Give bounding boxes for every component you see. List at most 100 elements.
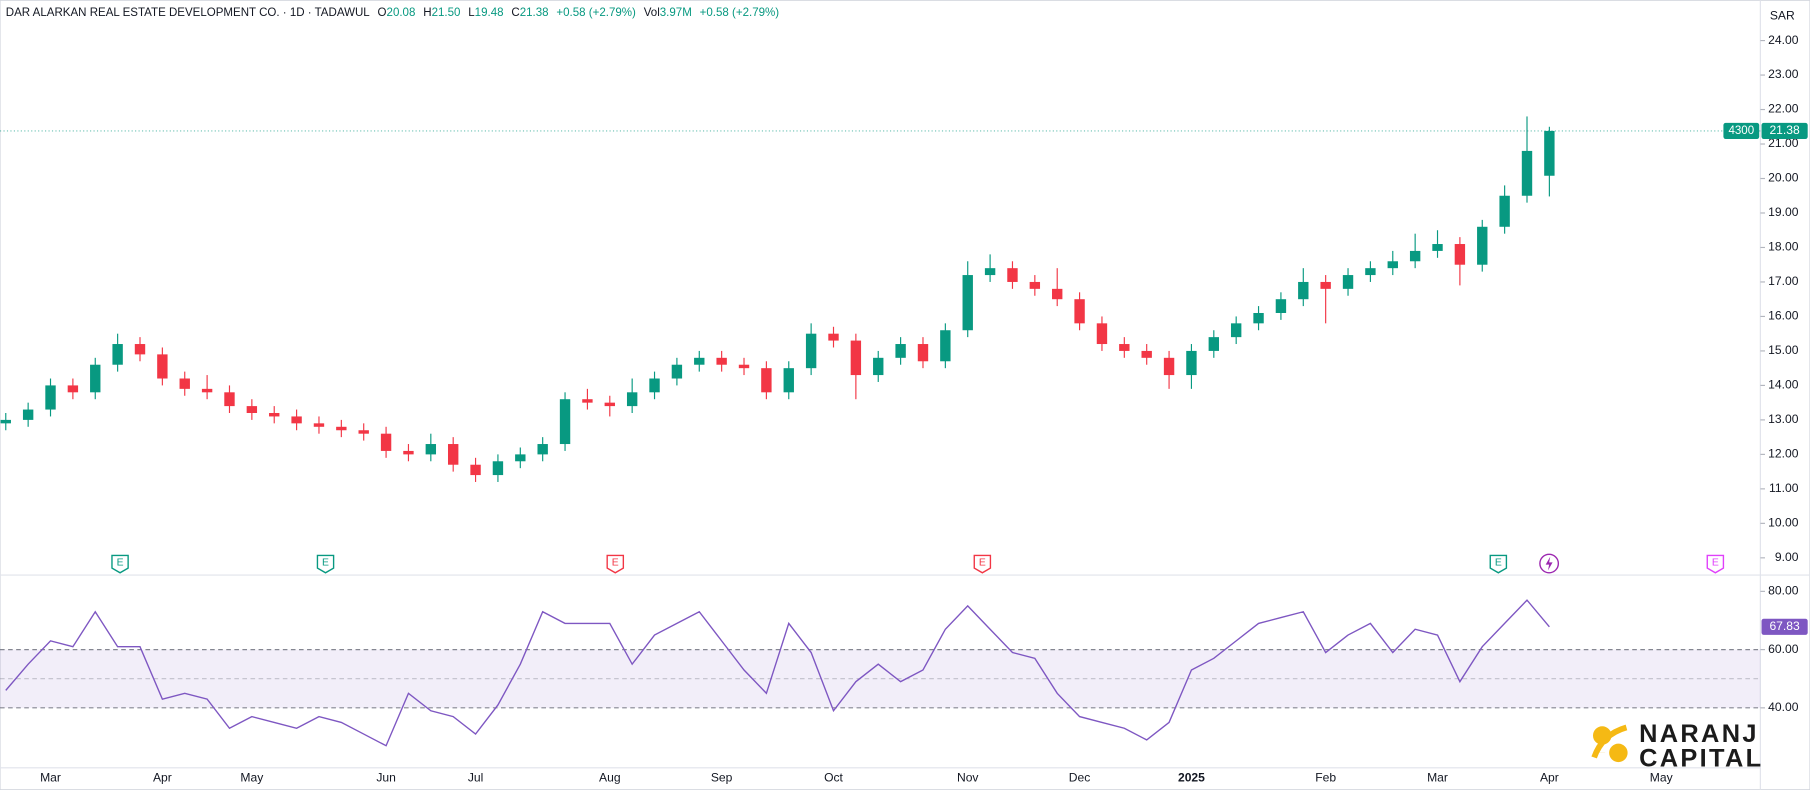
candle-body: [179, 378, 190, 389]
open-value: 20.08: [387, 7, 416, 19]
candle-body: [1074, 299, 1085, 324]
rsi-tag-label: 67.83: [1769, 619, 1800, 633]
price-tag: [1761, 122, 1808, 139]
candle-body: [671, 364, 683, 379]
candle-body: [1365, 268, 1376, 276]
candle-body: [1409, 250, 1421, 262]
candle-body: [1253, 312, 1264, 324]
event-label: E: [979, 558, 986, 569]
y-tick-label: 13.00: [1768, 412, 1799, 426]
event-badge: [1706, 554, 1725, 574]
x-tick-label: Jul: [468, 770, 483, 784]
chart-header: DAR ALARKAN REAL ESTATE DEVELOPMENT CO. …: [6, 7, 780, 19]
candle-body: [313, 423, 325, 427]
candle-body: [90, 364, 101, 393]
close-label: C: [511, 7, 519, 19]
y-tick-label: 9.00: [1775, 550, 1799, 564]
candle-body: [1119, 344, 1130, 351]
candle-body: [1454, 244, 1466, 265]
rsi-tag: [1761, 618, 1808, 635]
x-tick-label: Apr: [153, 770, 172, 784]
candle-body: [1521, 150, 1533, 196]
y-tick-label: 16.00: [1768, 309, 1799, 323]
x-tick-label: Oct: [824, 770, 843, 784]
brand-name: CAPITAL: [1639, 744, 1763, 772]
candle-body: [1007, 268, 1018, 282]
candle-body: [738, 364, 750, 369]
symbol-title: DAR ALARKAN REAL ESTATE DEVELOPMENT CO. …: [6, 7, 371, 19]
candle-body: [940, 330, 951, 362]
candle-body: [873, 357, 884, 376]
candle-body: [604, 402, 615, 407]
x-tick-label: Aug: [599, 770, 621, 784]
candle-body: [157, 354, 168, 379]
low-label: L: [468, 7, 475, 19]
price-tag-label: 21.38: [1769, 123, 1800, 137]
x-tick-label: Mar: [40, 770, 61, 784]
candle-body: [201, 388, 213, 393]
candle-body: [269, 412, 280, 417]
candle-body: [492, 461, 504, 476]
y-tick-label: 11.00: [1769, 481, 1799, 495]
y-tick-label: 19.00: [1768, 205, 1799, 219]
event-label: E: [1712, 558, 1719, 569]
candle-body: [67, 385, 79, 393]
candle-body: [1186, 350, 1197, 376]
volume-label: Vol: [644, 7, 660, 19]
candle-body: [694, 357, 705, 365]
candle-body: [1208, 337, 1220, 351]
candle-body: [224, 392, 235, 407]
close-value: 21.38: [520, 7, 549, 19]
candle-body: [1342, 275, 1354, 289]
candle-body: [559, 399, 571, 445]
candle-body: [962, 275, 973, 331]
rsi-band: [0, 649, 1761, 708]
candle-body: [828, 333, 839, 341]
x-tick-label: Mar: [1427, 770, 1448, 784]
high-label: H: [423, 7, 431, 19]
x-tick-label: Sep: [711, 770, 733, 784]
countdown-tag: [1723, 122, 1760, 139]
candle-body: [112, 344, 123, 365]
candle-body: [1320, 281, 1331, 289]
candle-body: [1477, 226, 1488, 265]
candle-body: [582, 399, 593, 403]
open-label: O: [378, 7, 387, 19]
x-tick-label: Jun: [376, 770, 396, 784]
event-label: E: [612, 558, 619, 569]
volume-value: 3.97M: [660, 7, 692, 19]
y-tick-label: 21.00: [1768, 136, 1799, 150]
candle-body: [425, 444, 437, 455]
y-tick-label: 24.00: [1768, 33, 1799, 47]
x-tick-label: Apr: [1540, 770, 1559, 784]
candle-body: [1387, 261, 1398, 269]
candle-body: [470, 464, 481, 476]
candle-body: [626, 392, 638, 407]
change: +0.58 (+2.79%): [556, 7, 636, 19]
candle-body: [0, 419, 11, 424]
candle-body: [246, 406, 258, 413]
candle-body: [134, 344, 146, 355]
candle-body: [1141, 350, 1152, 358]
y-tick-label: 18.00: [1768, 240, 1799, 254]
event-badge: [316, 554, 335, 574]
y-tick-label: 80.00: [1768, 584, 1799, 598]
y-tick-label: 60.00: [1768, 642, 1799, 656]
brand-name: NARANJ: [1639, 720, 1759, 748]
candle-body: [291, 416, 302, 424]
candle-body: [761, 368, 772, 393]
event-badge: [1489, 554, 1508, 574]
y-tick-label: 12.00: [1768, 447, 1799, 461]
candle-body: [984, 268, 996, 276]
y-tick-label: 15.00: [1768, 343, 1799, 357]
candle-body: [1544, 130, 1555, 176]
candle-body: [917, 344, 929, 362]
candle-body: [1499, 195, 1510, 227]
candle-body: [1230, 323, 1242, 338]
candle-body: [716, 357, 727, 365]
high-value: 21.50: [432, 7, 461, 19]
candle-body: [22, 409, 34, 420]
x-tick-label: Dec: [1069, 770, 1091, 784]
